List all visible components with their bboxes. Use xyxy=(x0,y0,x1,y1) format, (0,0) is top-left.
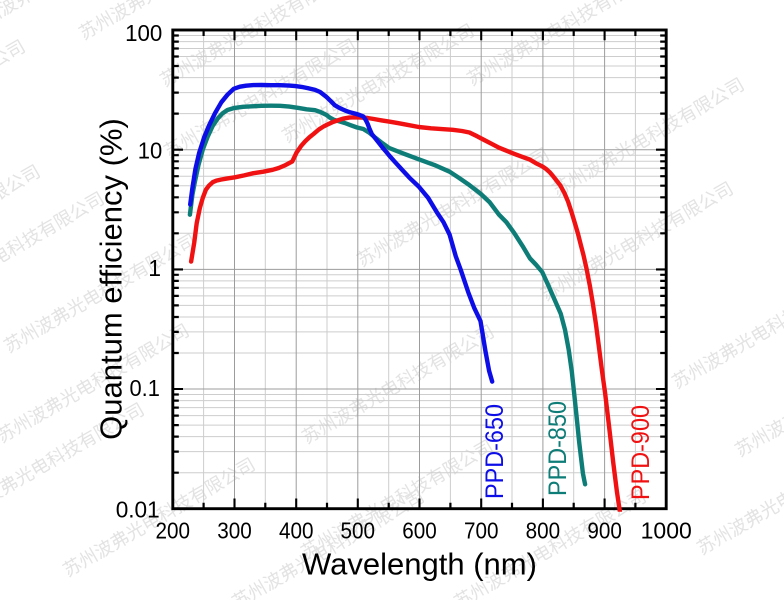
svg-text:Wavelength (nm): Wavelength (nm) xyxy=(302,547,537,582)
svg-text:Quantum efficiency (%): Quantum efficiency (%) xyxy=(94,118,129,440)
svg-text:0.1: 0.1 xyxy=(130,375,160,401)
svg-text:10: 10 xyxy=(138,137,163,163)
svg-text:800: 800 xyxy=(526,518,561,544)
svg-text:900: 900 xyxy=(587,518,622,544)
svg-text:1000: 1000 xyxy=(641,518,692,544)
svg-text:500: 500 xyxy=(341,518,376,544)
svg-text:100: 100 xyxy=(125,20,162,46)
svg-text:400: 400 xyxy=(279,518,314,544)
svg-text:300: 300 xyxy=(217,518,252,544)
svg-text:PPD-850: PPD-850 xyxy=(544,401,572,496)
svg-text:PPD-900: PPD-900 xyxy=(627,405,655,500)
svg-text:PPD-650: PPD-650 xyxy=(481,404,509,499)
svg-text:600: 600 xyxy=(402,518,437,544)
svg-text:700: 700 xyxy=(464,518,499,544)
svg-text:200: 200 xyxy=(156,518,191,544)
svg-text:0.01: 0.01 xyxy=(116,496,160,522)
svg-text:1: 1 xyxy=(148,255,161,281)
